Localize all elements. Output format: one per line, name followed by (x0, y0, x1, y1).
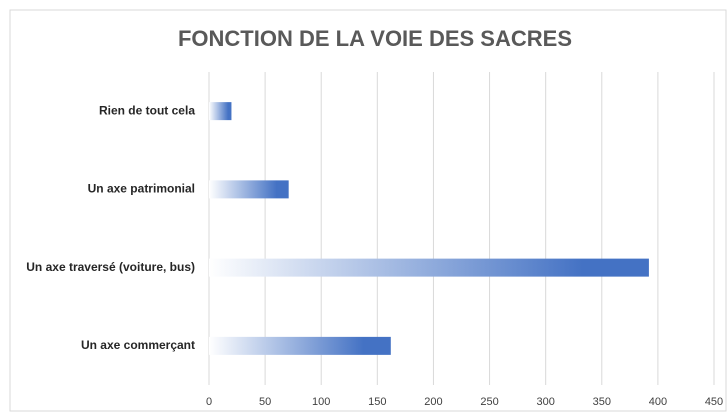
y-tick-label: Rien de tout cela (99, 103, 195, 117)
x-tick-label: 400 (649, 396, 667, 408)
x-tick-label: 0 (206, 396, 212, 408)
chart-title: FONCTION DE LA VOIE DES SACRES (178, 26, 572, 51)
y-tick-label: Un axe commerçant (81, 338, 195, 352)
y-tick-label: Un axe patrimonial (88, 182, 195, 196)
x-tick-label: 450 (705, 396, 723, 408)
x-tick-label: 50 (259, 396, 271, 408)
x-tick-label: 200 (424, 396, 442, 408)
x-tick-label: 250 (480, 396, 498, 408)
y-tick-label: Un axe traversé (voiture, bus) (26, 260, 195, 274)
bar (209, 258, 649, 277)
bar (209, 180, 289, 199)
x-tick-label: 150 (368, 396, 386, 408)
x-tick-label: 100 (312, 396, 330, 408)
bar (209, 102, 232, 121)
x-tick-label: 300 (536, 396, 554, 408)
x-tick-label: 350 (593, 396, 611, 408)
bar (209, 336, 391, 355)
